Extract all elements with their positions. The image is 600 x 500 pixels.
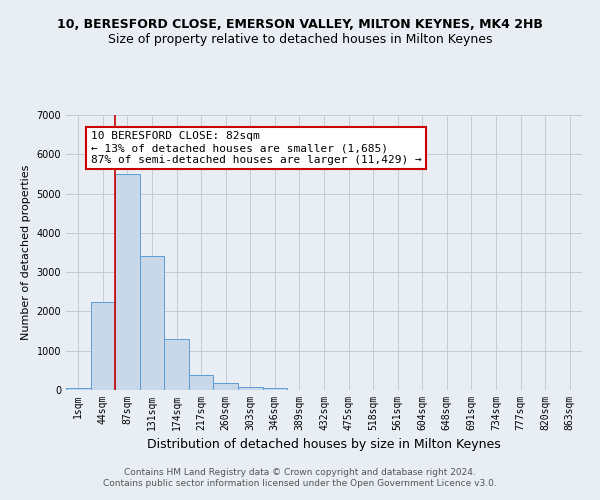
Text: 10 BERESFORD CLOSE: 82sqm
← 13% of detached houses are smaller (1,685)
87% of se: 10 BERESFORD CLOSE: 82sqm ← 13% of detac… bbox=[91, 132, 421, 164]
Text: Size of property relative to detached houses in Milton Keynes: Size of property relative to detached ho… bbox=[108, 32, 492, 46]
Bar bbox=[238, 387, 263, 390]
Bar bbox=[164, 339, 189, 390]
Bar bbox=[214, 384, 238, 390]
X-axis label: Distribution of detached houses by size in Milton Keynes: Distribution of detached houses by size … bbox=[147, 438, 501, 452]
Bar bbox=[189, 375, 214, 390]
Text: 10, BERESFORD CLOSE, EMERSON VALLEY, MILTON KEYNES, MK4 2HB: 10, BERESFORD CLOSE, EMERSON VALLEY, MIL… bbox=[57, 18, 543, 30]
Bar bbox=[115, 174, 140, 390]
Bar bbox=[66, 388, 91, 390]
Bar bbox=[263, 388, 287, 390]
Text: Contains HM Land Registry data © Crown copyright and database right 2024.
Contai: Contains HM Land Registry data © Crown c… bbox=[103, 468, 497, 487]
Y-axis label: Number of detached properties: Number of detached properties bbox=[21, 165, 31, 340]
Bar bbox=[140, 256, 164, 390]
Bar bbox=[91, 302, 115, 390]
